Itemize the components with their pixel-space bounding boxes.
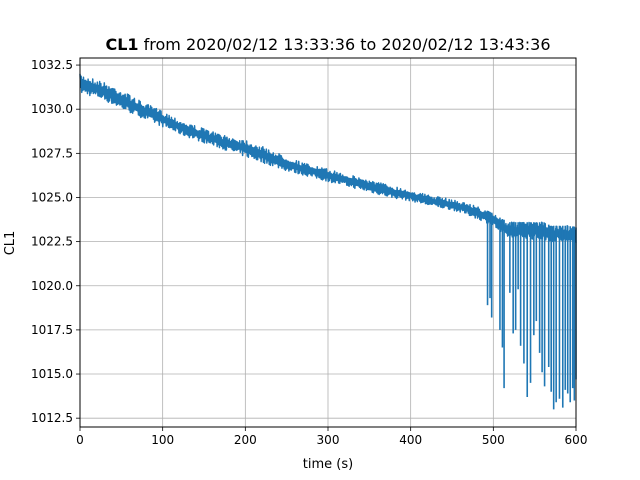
chart-title-variable: CL1 <box>105 35 138 54</box>
grid <box>79 58 577 427</box>
x-axis-label: time (s) <box>303 457 353 472</box>
y-tick-label: 1032.5 <box>31 58 73 72</box>
y-tick-label: 1015.0 <box>31 367 73 381</box>
y-tick-label: 1022.5 <box>31 235 73 249</box>
x-tick-label: 400 <box>399 433 422 447</box>
x-tick-label: 0 <box>76 433 84 447</box>
x-tick-label: 200 <box>234 433 257 447</box>
y-tick-label: 1030.0 <box>31 102 73 116</box>
y-tick-label: 1012.5 <box>31 411 73 425</box>
y-axis-ticks: 1012.5 1015.0 1017.5 1020.0 1022.5 1025.0 1027… <box>31 58 80 425</box>
y-tick-label: 1025.0 <box>31 190 73 204</box>
y-axis-label: CL1 <box>3 231 18 256</box>
series-line <box>79 73 577 243</box>
y-tick-label: 1027.5 <box>31 146 73 160</box>
chart-title-range: from 2020/02/12 13:33:36 to 2020/02/12 1… <box>139 35 551 54</box>
y-tick-label: 1017.5 <box>31 323 73 337</box>
x-tick-label: 300 <box>317 433 340 447</box>
y-tick-label: 1020.0 <box>31 279 73 293</box>
x-tick-label: 600 <box>565 433 588 447</box>
x-tick-label: 500 <box>482 433 505 447</box>
chart-title: CL1 from 2020/02/12 13:33:36 to 2020/02/… <box>105 35 550 54</box>
x-axis-ticks: 0 100 200 300 400 500 600 <box>76 427 587 447</box>
x-tick-label: 100 <box>151 433 174 447</box>
